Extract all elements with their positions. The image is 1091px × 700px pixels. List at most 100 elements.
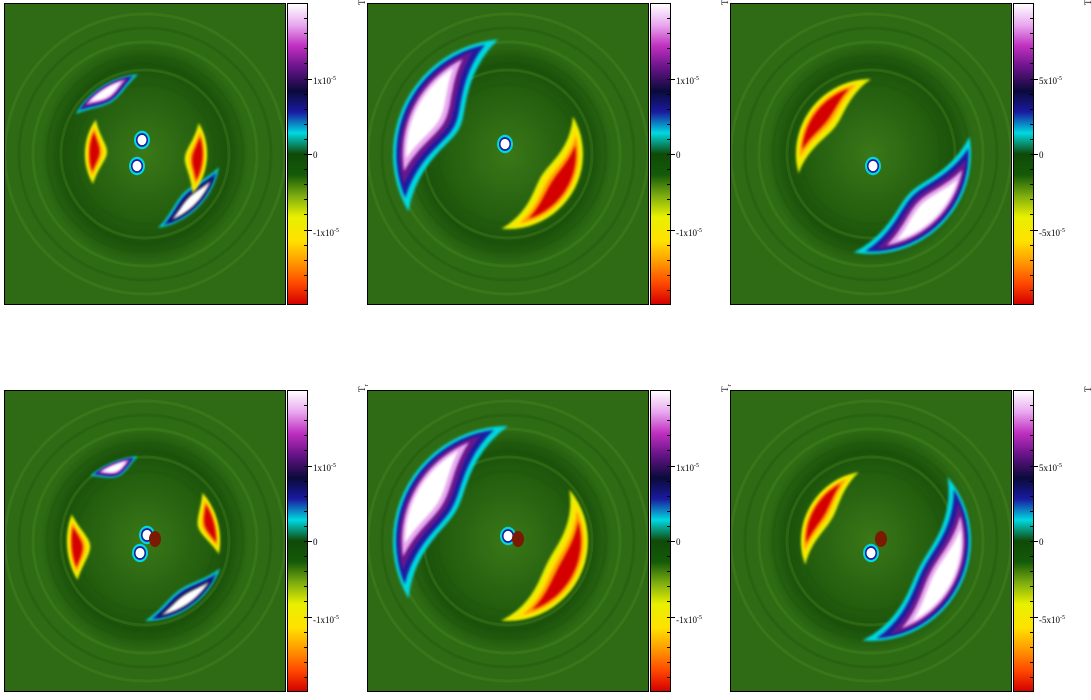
structure-band [204,504,216,543]
cbar-minor-tick [1030,571,1033,572]
central-source [875,531,887,547]
cbar-major-tick [308,230,312,231]
cbar-minor-tick [667,571,670,572]
cbar-minor-tick [667,511,670,512]
cbar-minor-tick [304,260,307,261]
cbar-tick-label-zero: 0 [313,537,318,547]
cbar-minor-tick [304,511,307,512]
cbar-minor-tick [304,541,307,542]
cbar-minor-tick [667,214,670,215]
colorbar-2 [650,3,671,305]
cbar-minor-tick [667,63,670,64]
cbar-major-tick [671,617,675,618]
cbar-minor-tick [667,601,670,602]
colorbar-4 [287,390,308,692]
cbar-minor-tick [1030,617,1033,618]
structure-band [528,145,576,219]
field-streak [757,427,985,655]
structure-band [876,489,969,639]
cbar-minor-tick [304,18,307,19]
structure-band [802,475,853,558]
heatmap-4 [4,390,286,692]
cbar-minor-tick [1030,511,1033,512]
cbar-minor-tick [667,275,670,276]
structure-band [406,68,454,159]
central-source [512,531,524,547]
cbar-minor-tick [304,601,307,602]
cbar-minor-tick [1030,184,1033,185]
colorbar-3 [1013,3,1034,305]
cbar-minor-tick [304,405,307,406]
field-streak [380,413,636,669]
plot-panel-2: 1x10-5 0 -1x10-5 Tr [367,0,730,313]
cbar-major-tick [308,154,312,155]
heatmap-2 [367,3,649,305]
cbar-minor-tick [1030,124,1033,125]
cbar-minor-tick [304,245,307,246]
plot-panel-6: 5x10-5 0 -5x10-5 Tr [730,385,1091,700]
cbar-minor-tick [667,405,670,406]
cbar-minor-tick [667,154,670,155]
cbar-minor-tick [667,245,670,246]
field-streak [743,26,999,282]
colorbar-1 [287,3,308,305]
cbar-minor-tick [304,647,307,648]
cbar-minor-tick [667,169,670,170]
central-source [866,547,876,559]
cbar-tick-label-bottom: -1x10-5 [676,615,702,625]
cbar-tick-label-bottom: -1x10-5 [313,228,339,238]
field-streak [45,54,245,254]
cbar-minor-tick [667,184,670,185]
cbar-tick-label-bottom: -5x10-5 [1039,615,1065,625]
heatmap-5 [367,390,649,692]
cbar-major-tick [1034,466,1038,467]
cbar-minor-tick [304,214,307,215]
cbar-minor-tick [304,199,307,200]
central-source [503,530,513,542]
structure-band [393,426,508,599]
structure-band [901,515,964,629]
cbar-minor-tick [304,275,307,276]
cbar-minor-tick [667,260,670,261]
structure-band [912,529,962,622]
field-streak [785,68,957,240]
field-streak [59,68,231,240]
plot-panel-5: 1x10-5 0 -1x10-5 Tr [367,385,733,700]
cbar-minor-tick [1030,18,1033,19]
cbar-minor-tick [1030,450,1033,451]
structure-band [102,461,127,473]
cbar-minor-tick [304,571,307,572]
cbar-minor-tick [304,290,307,291]
cbar-minor-tick [304,79,307,80]
cbar-minor-tick [667,647,670,648]
cbar-minor-tick [1030,139,1033,140]
cbar-minor-tick [667,556,670,557]
cbar-minor-tick [667,109,670,110]
cbar-minor-tick [304,124,307,125]
cbar-minor-tick [667,79,670,80]
structure-band [172,181,211,220]
cbar-tick-label-zero: 0 [676,150,681,160]
colorbar-5 [650,390,671,692]
heatmap-canvas [5,391,285,691]
structure-band [800,84,856,157]
field-streak [45,441,245,641]
cbar-minor-tick [667,450,670,451]
cbar-minor-tick [304,632,307,633]
cbar-minor-tick [1030,481,1033,482]
cbar-minor-tick [667,199,670,200]
cbar-major-tick [671,466,675,467]
cbar-minor-tick [304,496,307,497]
cbar-major-tick [671,154,675,155]
cbar-tick-label-bottom: -1x10-5 [313,615,339,625]
cbar-minor-tick [1030,275,1033,276]
cbar-minor-tick [304,139,307,140]
cbar-major-tick [671,79,675,80]
structure-band [161,581,209,616]
cbar-major-tick [308,617,312,618]
cbar-tick-label-top: 1x10-5 [676,76,699,86]
heatmap-canvas [731,391,1011,691]
cbar-minor-tick [1030,466,1033,467]
structure-band [89,81,122,102]
cbar-minor-tick [1030,290,1033,291]
